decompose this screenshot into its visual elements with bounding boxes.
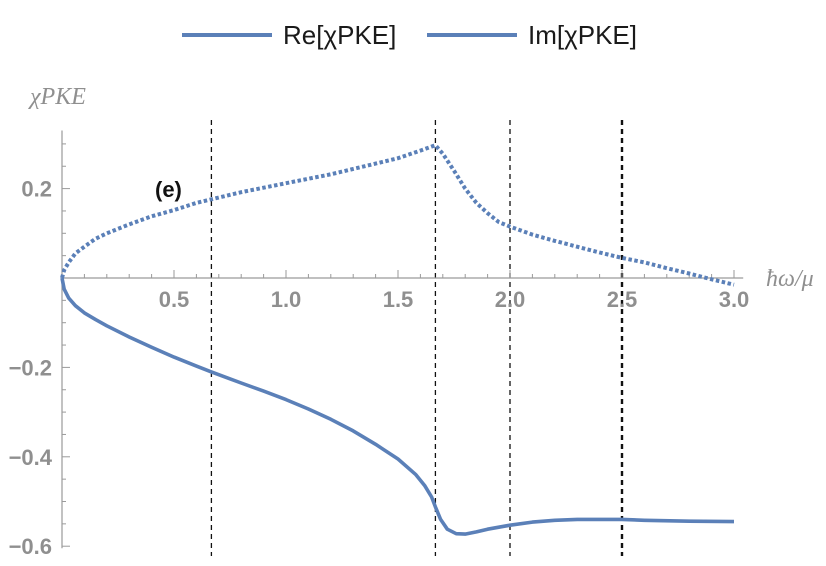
legend-label-im: Im[χPKE] xyxy=(528,20,637,50)
x-tick-label: 1.5 xyxy=(383,287,414,312)
x-tick-label: 3.0 xyxy=(719,287,750,312)
panel-label: (e) xyxy=(155,177,182,202)
x-tick-label: 0.5 xyxy=(159,287,190,312)
series-re-line xyxy=(60,277,735,536)
y-tick-label: −0.6 xyxy=(9,534,52,559)
x-tick-label: 2.0 xyxy=(495,287,526,312)
y-axis-title: χPKE xyxy=(28,84,86,110)
tick-marks xyxy=(62,143,735,547)
tick-labels: 0.5 1.0 1.5 2.0 2.5 3.0 0.2 −0.2 −0.4 −0.6 xyxy=(9,177,750,560)
legend-label-re: Re[χPKE] xyxy=(283,20,396,50)
axes xyxy=(61,130,744,549)
x-tick-label: 2.5 xyxy=(607,287,638,312)
y-tick-label: −0.4 xyxy=(9,445,53,470)
series xyxy=(60,143,735,536)
reference-lines xyxy=(210,120,624,556)
series-im-line xyxy=(60,143,735,287)
x-axis-title: ħω/μ xyxy=(766,266,814,292)
y-tick-label: 0.2 xyxy=(21,177,52,202)
y-tick-label: −0.2 xyxy=(9,355,52,380)
legend: Re[χPKE] Im[χPKE] xyxy=(182,20,637,50)
x-tick-label: 1.0 xyxy=(271,287,302,312)
